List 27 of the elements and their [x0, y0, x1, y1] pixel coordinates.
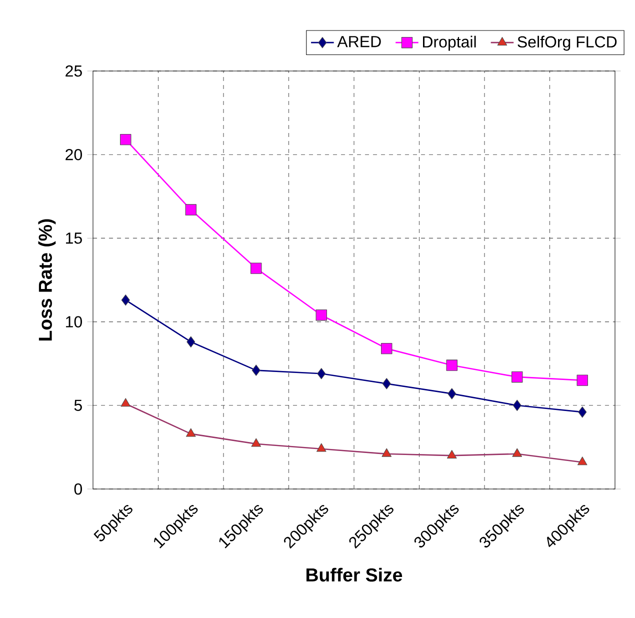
point — [448, 388, 456, 400]
y-tick-label: 15 — [66, 232, 82, 244]
y-tick-label: 25 — [66, 65, 82, 77]
point — [250, 262, 262, 274]
point — [382, 378, 391, 390]
point — [381, 342, 392, 354]
point — [120, 134, 132, 146]
point — [578, 406, 587, 418]
point — [316, 310, 327, 321]
point — [185, 204, 196, 216]
point — [446, 360, 458, 371]
point — [186, 336, 196, 348]
y-tick-label: 10 — [66, 316, 82, 328]
y-tick-label: 20 — [66, 148, 82, 160]
legend-label: ARED — [337, 36, 381, 48]
point — [512, 400, 522, 412]
point — [252, 364, 260, 376]
point — [121, 294, 130, 306]
y-tick-label: 5 — [74, 400, 82, 411]
point — [576, 374, 588, 386]
x-axis-title: Buffer Size — [306, 568, 402, 582]
point — [317, 368, 326, 380]
legend-label: Droptail — [423, 36, 476, 51]
y-tick-label: 0 — [74, 483, 82, 495]
legend-label: SelfOrg FLCD — [518, 36, 617, 51]
point — [512, 371, 523, 383]
y-axis-title: Loss Rate (%) — [38, 219, 56, 340]
